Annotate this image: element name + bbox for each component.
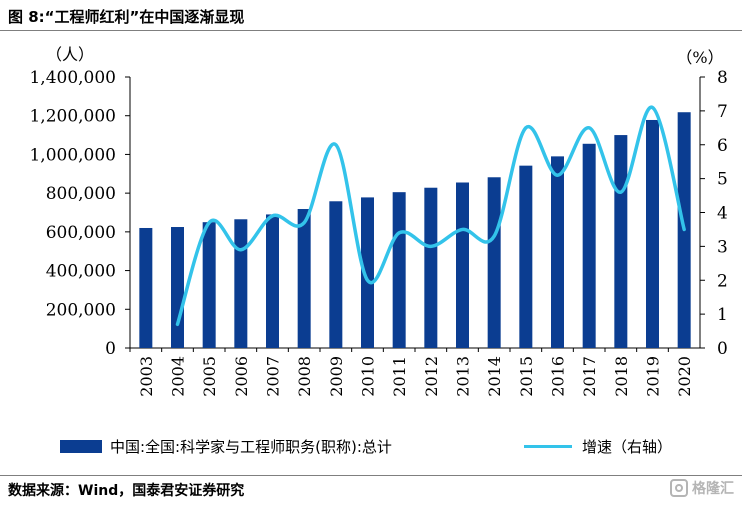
- bar: [519, 165, 533, 348]
- x-tick-label: 2004: [169, 356, 188, 397]
- y-right-tick-label: 6: [717, 136, 728, 156]
- y-left-tick-label: 1,000,000: [29, 145, 116, 165]
- legend-bar-label: 中国:全国:科学家与工程师职务(职称):总计: [110, 437, 392, 456]
- x-tick-label: 2019: [644, 356, 663, 397]
- bar: [202, 222, 216, 348]
- x-tick-label: 2013: [454, 356, 473, 397]
- x-tick-label: 2012: [422, 356, 441, 397]
- chart-legend: 中国:全国:科学家与工程师职务(职称):总计 增速（右轴）: [0, 432, 742, 460]
- x-tick-label: 2009: [327, 356, 346, 397]
- x-tick-label: 2015: [517, 356, 536, 397]
- y-left-tick-label: 200,000: [46, 300, 116, 320]
- x-tick-label: 2006: [232, 356, 251, 397]
- x-tick-label: 2008: [295, 356, 314, 397]
- x-tick-label: 2020: [675, 356, 694, 397]
- watermark-text: 格隆汇: [692, 481, 734, 497]
- x-tick-label: 2017: [580, 356, 599, 397]
- y-right-tick-label: 5: [717, 170, 728, 190]
- y-right-tick-label: 0: [717, 339, 728, 359]
- bar: [614, 135, 628, 348]
- x-tick-label: 2011: [390, 356, 409, 397]
- bar: [266, 214, 279, 348]
- legend-line-label: 增速（右轴）: [582, 437, 673, 456]
- bar: [361, 197, 374, 348]
- bar: [487, 177, 501, 348]
- source-note: 数据来源：Wind，国泰君安证券研究: [8, 483, 245, 499]
- combo-chart: 0 200,000 400,000 600,000 800,000 1,000,000 1,…: [29, 45, 728, 397]
- y-left-tick-label: 400,000: [46, 262, 116, 282]
- title-divider: [0, 30, 742, 31]
- legend-item-line: 增速（右轴）: [524, 432, 672, 460]
- x-tick-label: 2005: [200, 356, 219, 397]
- bar: [171, 227, 184, 348]
- x-tick-label: 2007: [264, 356, 283, 397]
- y-left-tick-label: 600,000: [46, 223, 116, 243]
- x-tick-label: 2016: [549, 356, 568, 397]
- chart-title: 图 8:“工程师红利”在中国逐渐显现: [8, 8, 245, 26]
- bar: [297, 209, 311, 348]
- y-left-tick-label: 1,400,000: [29, 68, 116, 88]
- bar: [392, 192, 406, 348]
- bar: [582, 143, 596, 348]
- x-tick-label: 2010: [359, 356, 378, 397]
- bar: [551, 156, 564, 348]
- bar: [646, 119, 659, 348]
- legend-line-swatch: [524, 444, 572, 448]
- y-left-unit-label: （人）: [46, 45, 94, 64]
- watermark: 格隆汇: [670, 478, 734, 498]
- y-left-tick-label: 1,200,000: [29, 107, 116, 127]
- y-right-tick-label: 7: [717, 102, 728, 122]
- source-divider: [0, 475, 742, 476]
- watermark-logo-icon: [670, 479, 688, 497]
- x-tick-label: 2014: [485, 356, 504, 397]
- bar: [234, 219, 248, 348]
- y-right-tick-label: 3: [717, 237, 728, 257]
- bar: [424, 187, 438, 348]
- y-right-tick-label: 8: [717, 68, 728, 88]
- y-left-tick-label: 800,000: [46, 184, 116, 204]
- y-right-unit-label: （%）: [676, 48, 723, 67]
- bar: [329, 201, 343, 348]
- y-right-tick-label: 4: [717, 204, 728, 224]
- legend-item-bar: 中国:全国:科学家与工程师职务(职称):总计: [60, 432, 392, 460]
- y-right-tick-label: 1: [717, 305, 728, 325]
- y-left-tick-label: 0: [105, 339, 116, 359]
- legend-bar-swatch: [60, 439, 102, 453]
- y-right-tick-label: 2: [717, 271, 728, 291]
- bar: [456, 182, 469, 348]
- bar: [139, 227, 153, 348]
- x-tick-label: 2003: [137, 356, 156, 397]
- x-tick-label: 2018: [612, 356, 631, 397]
